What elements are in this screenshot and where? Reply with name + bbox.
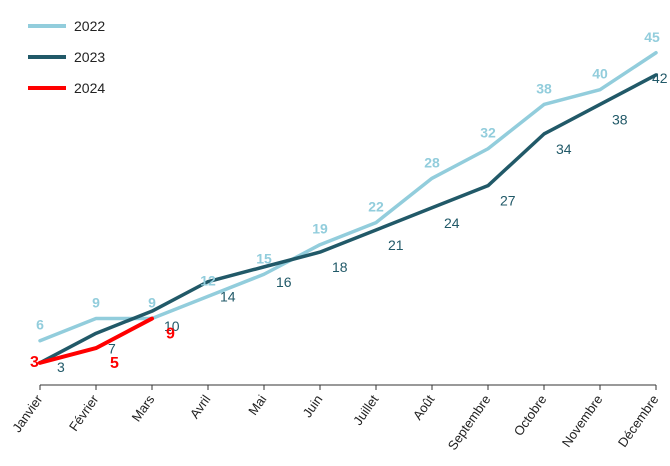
- series-line-2022: [38, 51, 658, 343]
- data-label-2023: 10: [164, 318, 180, 334]
- data-label-2022: 32: [480, 125, 496, 141]
- data-label-2023: 21: [388, 237, 404, 253]
- x-tick-label: Août: [410, 392, 438, 423]
- data-label-2023: 7: [108, 340, 116, 356]
- data-label-2023: 42: [652, 70, 668, 86]
- data-label-2023: 18: [332, 259, 348, 275]
- x-tick-label: Janvier: [9, 392, 46, 435]
- data-label-2023: 27: [500, 193, 516, 209]
- data-label-2023: 34: [556, 141, 572, 157]
- x-tick-label: Décembre: [615, 392, 662, 450]
- data-label-2022: 9: [92, 295, 100, 311]
- x-tick-label: Septembre: [445, 392, 494, 453]
- x-tick-label: Mars: [129, 392, 158, 425]
- data-label-2022: 45: [644, 29, 660, 45]
- legend-swatch-2024: [28, 85, 66, 90]
- x-tick-label: Octobre: [511, 392, 550, 438]
- data-label-2022: 12: [200, 272, 216, 288]
- legend-label-2022: 2022: [74, 17, 106, 34]
- data-label-2023: 3: [57, 359, 65, 375]
- data-label-2022: 28: [424, 154, 440, 170]
- x-tick-label: Mai: [245, 392, 269, 418]
- legend: 2022 2023 2024: [28, 10, 105, 103]
- x-tick-label: Novembre: [559, 392, 606, 450]
- data-label-2022: 9: [148, 295, 156, 311]
- data-label-2024: 9: [166, 326, 175, 343]
- data-label-2022: 15: [256, 250, 272, 266]
- data-label-2024: 5: [110, 355, 119, 372]
- data-label-2022: 6: [36, 317, 44, 333]
- legend-item-2022: 2022: [28, 10, 105, 41]
- legend-item-2023: 2023: [28, 41, 105, 72]
- series-line-2023: [38, 73, 658, 365]
- legend-label-2024: 2024: [74, 79, 106, 96]
- x-tick-label: Février: [66, 392, 102, 434]
- data-label-2023: 14: [220, 289, 236, 305]
- data-label-2022: 19: [312, 221, 328, 237]
- legend-swatch-2023: [28, 54, 66, 59]
- data-label-2023: 38: [612, 111, 628, 127]
- legend-item-2024: 2024: [28, 72, 105, 103]
- data-label-2022: 22: [368, 199, 384, 215]
- legend-label-2023: 2023: [74, 48, 106, 65]
- x-axis: Janvier Février Mars Avril Mai Juin Juillet Aoû…: [9, 384, 662, 453]
- data-label-2023: 16: [276, 274, 292, 290]
- data-label-2022: 40: [592, 66, 608, 82]
- data-label-2022: 38: [536, 80, 552, 96]
- legend-swatch-2022: [28, 23, 66, 28]
- x-tick-label: Juillet: [350, 392, 382, 428]
- data-labels: 69 91215192228323840453710141618212427343…: [30, 29, 668, 375]
- x-tick-label: Juin: [299, 392, 325, 420]
- x-tick-label: Avril: [187, 392, 214, 421]
- data-label-2023: 24: [444, 215, 460, 231]
- series-lines: [38, 51, 658, 365]
- series-line-2024: [38, 316, 154, 365]
- data-label-2024: 3: [30, 354, 39, 371]
